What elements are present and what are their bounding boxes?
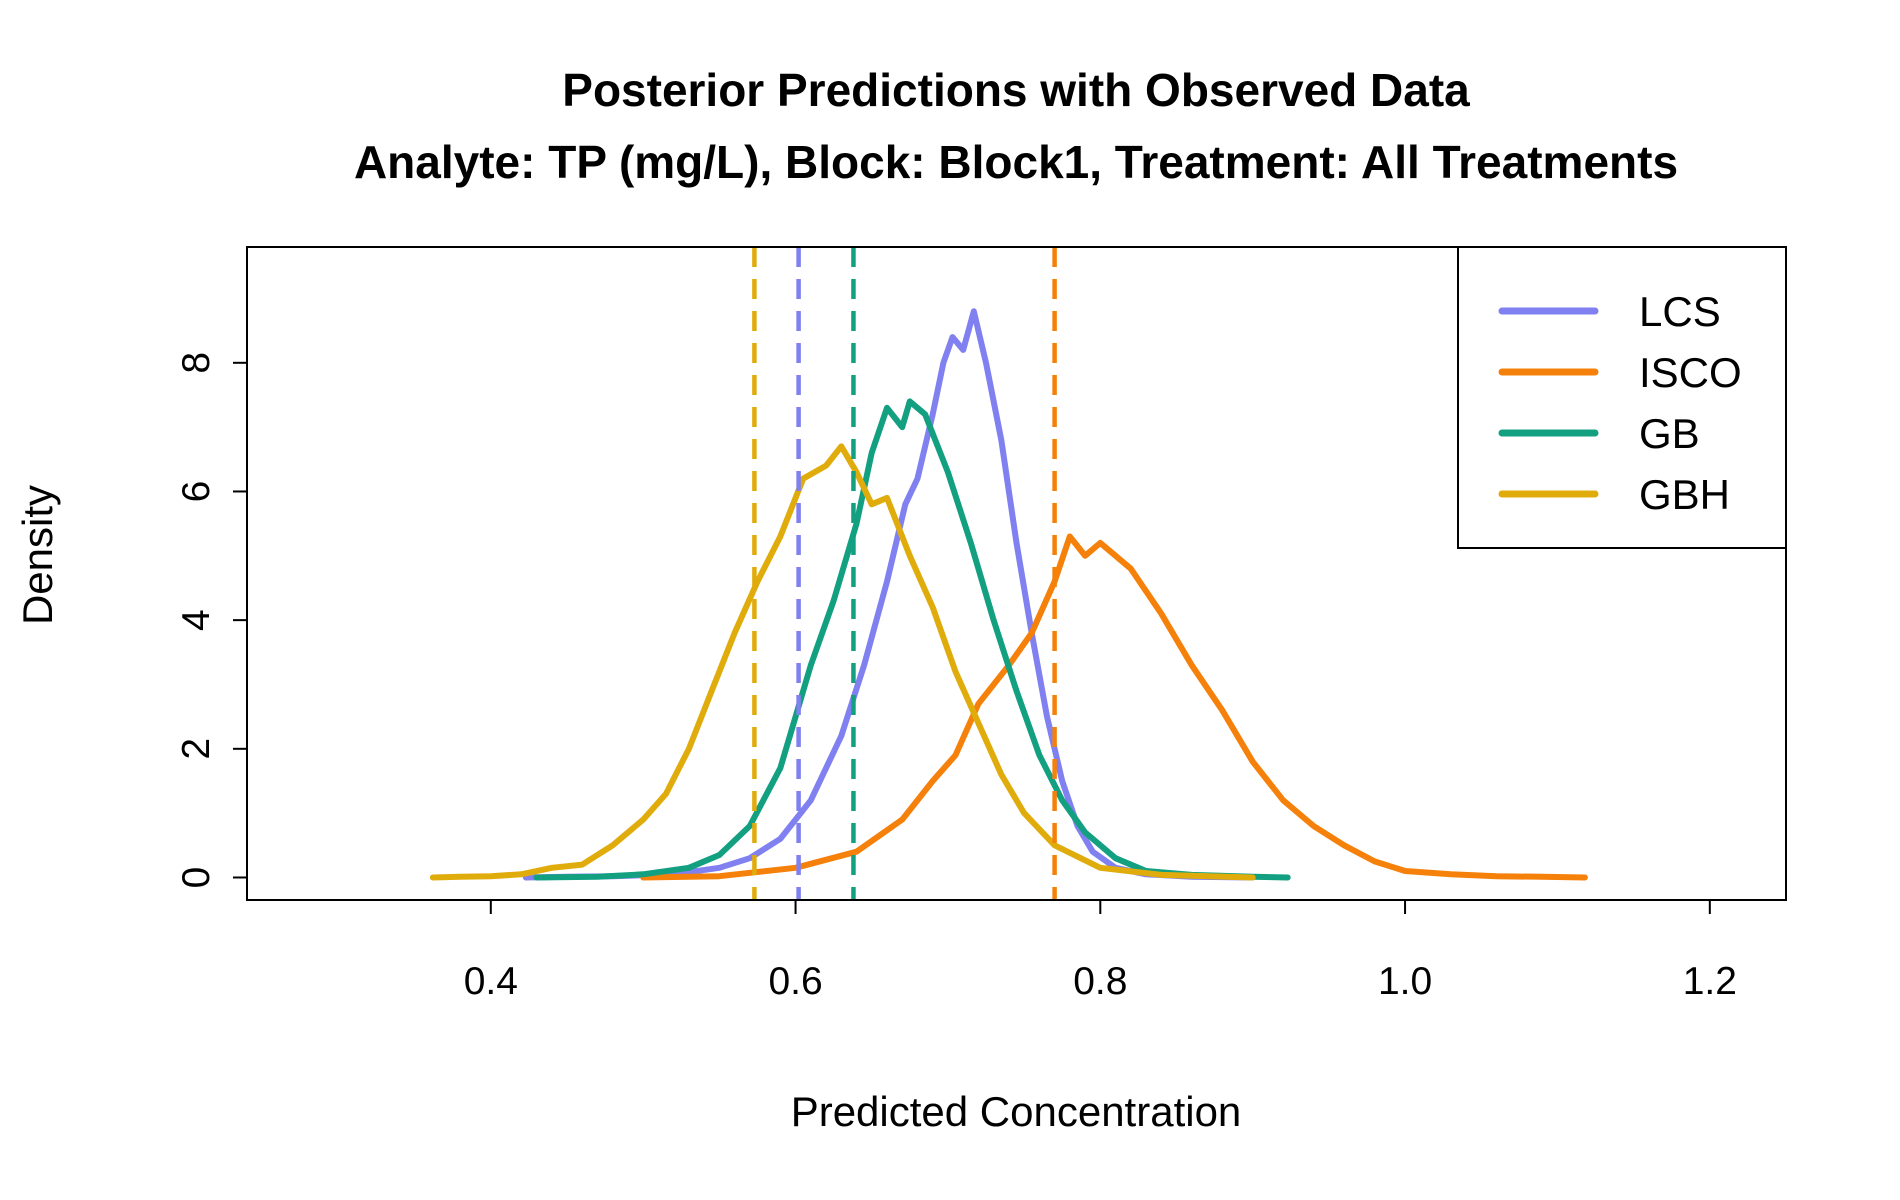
x-tick-label: 0.6 xyxy=(768,960,822,1003)
y-tick-label: 0 xyxy=(175,867,218,889)
y-tick-label: 8 xyxy=(175,352,218,374)
x-tick-label: 1.2 xyxy=(1683,960,1737,1003)
y-tick-label: 2 xyxy=(175,738,218,760)
density-line-isco xyxy=(640,533,1588,881)
y-axis-label: Density xyxy=(14,485,61,625)
density-line-gb xyxy=(533,398,1291,881)
chart-subtitle: Analyte: TP (mg/L), Block: Block1, Treat… xyxy=(354,136,1678,188)
legend-label-isco: ISCO xyxy=(1639,349,1742,396)
x-tick-label: 0.4 xyxy=(464,960,518,1003)
density-line-lcs xyxy=(522,308,1256,881)
chart-title: Posterior Predictions with Observed Data xyxy=(562,64,1470,116)
legend-label-gbh: GBH xyxy=(1639,471,1730,518)
y-axis: 0 2 4 6 8 xyxy=(175,352,248,889)
y-tick-label: 4 xyxy=(175,609,218,631)
legend-label-gb: GB xyxy=(1639,410,1700,457)
legend-box xyxy=(1457,246,1787,549)
plot-border xyxy=(246,246,1787,901)
x-axis: 0.4 0.6 0.8 1.0 1.2 xyxy=(464,899,1737,1003)
density-line-gbh xyxy=(429,443,1256,881)
legend-label-lcs: LCS xyxy=(1639,288,1721,335)
y-tick-label: 6 xyxy=(175,481,218,503)
x-tick-label: 0.8 xyxy=(1073,960,1127,1003)
legend: LCS ISCO GB GBH xyxy=(1457,246,1787,549)
plot-area xyxy=(429,247,1588,900)
x-tick-label: 1.0 xyxy=(1378,960,1432,1003)
x-axis-label: Predicted Concentration xyxy=(791,1088,1242,1135)
